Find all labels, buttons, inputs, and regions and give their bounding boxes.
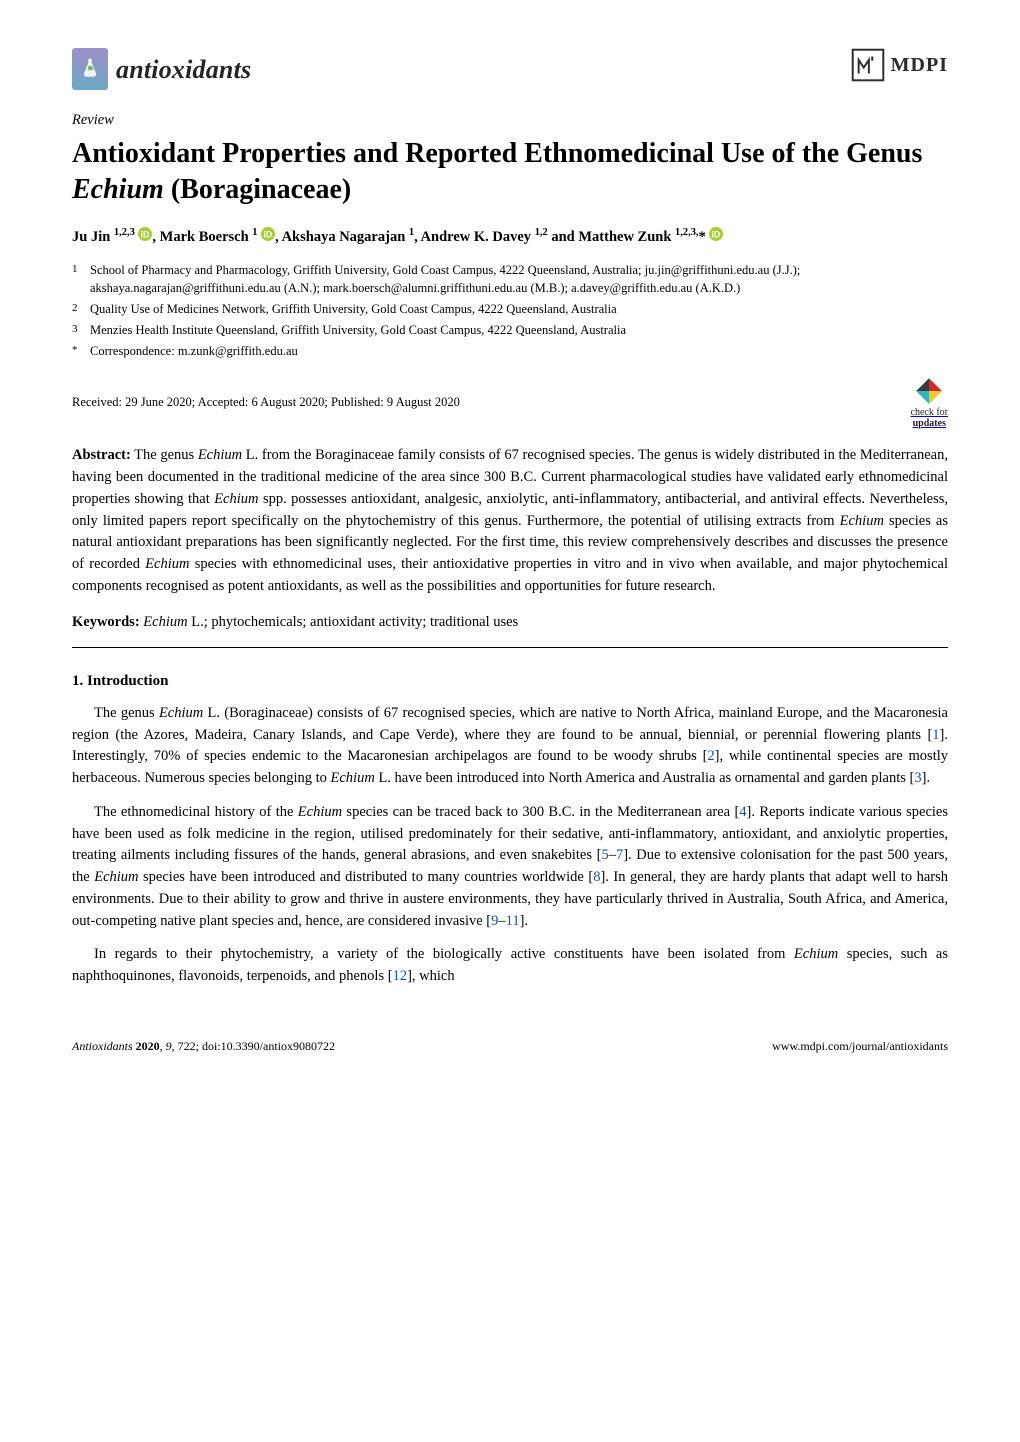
orcid-icon: iD (138, 227, 152, 241)
title-genus: Echium (72, 174, 164, 205)
affiliations-list: School of Pharmacy and Pharmacology, Gri… (72, 261, 948, 361)
flask-leaf-icon (79, 57, 101, 81)
dates-row: Received: 29 June 2020; Accepted: 6 Augu… (72, 376, 948, 429)
mdpi-icon (851, 48, 885, 82)
orcid-icon: iD (709, 227, 723, 241)
authors: Ju Jin 1,2,3 iD, Mark Boersch 1 iD, Aksh… (72, 225, 948, 249)
publisher-name: MDPI (891, 50, 948, 80)
footer-citation: Antioxidants 2020, 9, 722; doi:10.3390/a… (72, 1037, 335, 1055)
journal-logo: antioxidants (72, 48, 251, 90)
correspondence: Correspondence: m.zunk@griffith.edu.au (90, 342, 948, 361)
orcid-icon: iD (261, 227, 275, 241)
publisher-logo: MDPI (851, 48, 948, 82)
abstract: Abstract: The genus Echium L. from the B… (72, 445, 948, 597)
check-updates-text: check forupdates (911, 408, 948, 429)
journal-title: antioxidants (116, 50, 251, 89)
journal-icon (72, 48, 108, 90)
title-suffix: (Boraginaceae) (164, 174, 351, 205)
intro-para-1: The genus Echium L. (Boraginaceae) consi… (72, 703, 948, 790)
check-updates-button[interactable]: check forupdates (911, 376, 948, 429)
top-bar: antioxidants MDPI (72, 48, 948, 90)
title-prefix: Antioxidant Properties and Reported Ethn… (72, 138, 922, 169)
article-type: Review (72, 110, 948, 132)
article-title: Antioxidant Properties and Reported Ethn… (72, 136, 948, 209)
svg-text:iD: iD (264, 230, 273, 240)
page-footer: Antioxidants 2020, 9, 722; doi:10.3390/a… (72, 1030, 948, 1055)
svg-text:iD: iD (712, 230, 721, 240)
intro-para-2: The ethnomedicinal history of the Echium… (72, 802, 948, 933)
separator (72, 647, 948, 648)
footer-url: www.mdpi.com/journal/antioxidants (772, 1037, 948, 1055)
keywords: Keywords: Echium L.; phytochemicals; ant… (72, 612, 948, 634)
dates: Received: 29 June 2020; Accepted: 6 Augu… (72, 393, 460, 412)
svg-text:iD: iD (141, 230, 150, 240)
section-1-heading: 1. Introduction (72, 670, 948, 693)
affiliation-2: Quality Use of Medicines Network, Griffi… (90, 300, 948, 319)
affiliation-1: School of Pharmacy and Pharmacology, Gri… (90, 261, 948, 299)
check-updates-icon (914, 376, 944, 406)
affiliation-3: Menzies Health Institute Queensland, Gri… (90, 321, 948, 340)
intro-para-3: In regards to their phytochemistry, a va… (72, 944, 948, 988)
